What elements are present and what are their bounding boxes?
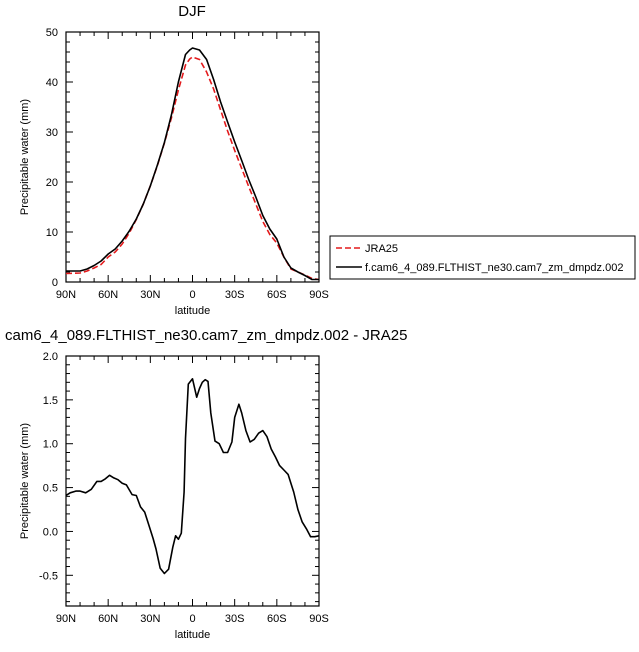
y-tick-label: 1.0 (43, 439, 58, 451)
legend-label: JRA25 (365, 243, 398, 255)
x-tick-label: 30S (225, 613, 245, 625)
y-tick-label: 30 (46, 127, 58, 139)
legend-box (329, 235, 636, 280)
series-line-jra25 (66, 56, 319, 281)
plot-frame (65, 31, 320, 283)
x-tick-label: 90N (56, 613, 76, 625)
top-chart-djf: DJF 90N 60N 30N 0 30S 60S 90S 0 10 20 30 40 50 latitud… (19, 3, 329, 317)
x-tick-label: 90N (56, 289, 76, 301)
x-tick-label: 60S (267, 613, 287, 625)
x-tick-label: 30N (140, 613, 160, 625)
chart-title: DJF (178, 3, 206, 20)
y-tick-label: 40 (46, 77, 58, 89)
x-axis-label: latitude (175, 305, 210, 317)
bottom-chart-difference: cam6_4_089.FLTHIST_ne30.cam7_zm_dmpdz.00… (5, 327, 407, 641)
y-tick-label: 10 (46, 227, 58, 239)
y-tick-label: 0.5 (43, 483, 58, 495)
x-axis-label: latitude (175, 629, 210, 641)
y-axis-label: Precipitable water (mm) (19, 99, 31, 215)
y-tick-label: 20 (46, 177, 58, 189)
x-tick-label: 90S (309, 289, 329, 301)
x-tick-label: 60N (98, 289, 118, 301)
series-line-f-cam6-4-089-flthist-ne30-cam7-zm-dmpdz-002 (66, 47, 319, 281)
y-axis-label: Precipitable water (mm) (19, 423, 31, 539)
y-tick-label: -0.5 (39, 570, 58, 582)
x-tick-label: 90S (309, 613, 329, 625)
y-tick-label: 0.0 (43, 526, 58, 538)
x-tick-label: 30S (225, 289, 245, 301)
legend-label: f.cam6_4_089.FLTHIST_ne30.cam7_zm_dmpdz.… (365, 262, 623, 274)
x-tick-label: 60N (98, 613, 118, 625)
x-tick-label: 60S (267, 289, 287, 301)
difference-line (66, 377, 319, 575)
y-tick-label: 1.5 (43, 395, 58, 407)
chart-title: cam6_4_089.FLTHIST_ne30.cam7_zm_dmpdz.00… (5, 327, 407, 344)
y-tick-label: 0 (52, 277, 58, 289)
x-tick-label: 0 (189, 613, 195, 625)
x-tick-label: 30N (140, 289, 160, 301)
y-tick-label: 2.0 (43, 351, 58, 363)
y-tick-label: 50 (46, 27, 58, 39)
x-tick-label: 0 (189, 289, 195, 301)
plot-frame (65, 355, 320, 607)
legend: JRA25 f.cam6_4_089.FLTHIST_ne30.cam7_zm_d… (329, 235, 636, 280)
